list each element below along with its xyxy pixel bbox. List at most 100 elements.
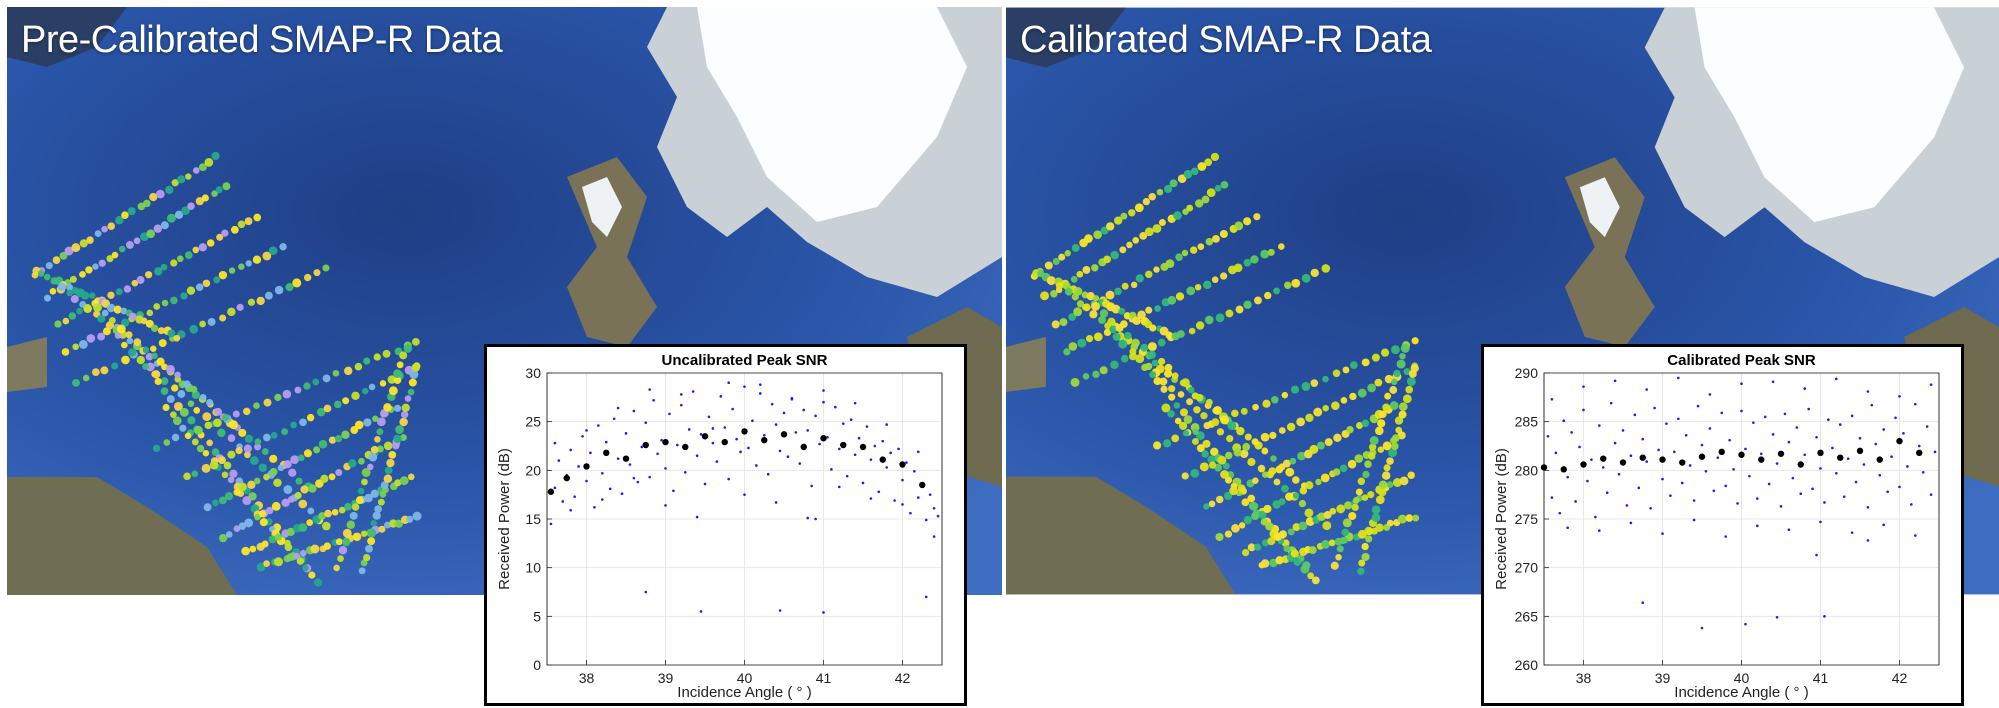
scatter-point [1657, 448, 1660, 452]
scatter-point [593, 506, 596, 509]
scatter-point [814, 414, 817, 418]
scatter-point [719, 395, 723, 398]
y-axis-label: Received Power (dB) [496, 448, 513, 590]
scatter-point [932, 535, 936, 538]
scatter-point [1878, 473, 1882, 477]
mean-point [662, 438, 669, 446]
scatter-point [778, 449, 782, 453]
scatter-point [826, 435, 829, 439]
scatter-point [822, 389, 825, 392]
scatter-point [873, 444, 877, 448]
scatter-chart-calibrated: Calibrated Peak SNR 38 39 40 41 42 260 265 270 27… [1493, 352, 1940, 701]
scatter-point [857, 436, 861, 440]
scatter-point [893, 499, 896, 502]
scatter-point [652, 398, 655, 402]
scatter-point [818, 442, 821, 446]
scatter-point [1886, 490, 1889, 494]
scatter-point [1783, 412, 1787, 416]
scatter-point [759, 392, 762, 395]
mean-point [780, 431, 788, 438]
scatter-point [1554, 451, 1558, 455]
scatter-point [648, 475, 651, 479]
scatter-point [553, 441, 557, 445]
scatter-point [1641, 601, 1645, 605]
y-axis-label: Received Power (dB) [1493, 448, 1510, 590]
scatter-point [932, 506, 936, 510]
scatter-point [751, 419, 754, 422]
scatter-point [1906, 465, 1909, 468]
mean-point [547, 488, 555, 495]
scatter-point [1866, 390, 1870, 393]
scatter-point [699, 610, 703, 613]
scatter-point [1787, 440, 1791, 444]
scatter-point [1866, 539, 1870, 542]
scatter-point [1582, 408, 1585, 412]
scatter-point [1550, 397, 1554, 401]
scatter-point [1929, 493, 1933, 496]
scatter-point [1558, 511, 1562, 515]
scatter-point [1795, 426, 1799, 429]
mean-point [1837, 454, 1844, 461]
scatter-point [1763, 415, 1767, 419]
scatter-point [1819, 467, 1822, 470]
scatter-point [869, 497, 873, 500]
scatter-point [917, 496, 920, 499]
scatter-point [853, 453, 857, 457]
scatter-point [1787, 528, 1791, 532]
scatter-point [1716, 456, 1720, 459]
scatter-point [1566, 526, 1569, 530]
scatter-point [577, 465, 580, 468]
mean-point [1797, 461, 1804, 468]
scatter-point [1708, 393, 1712, 396]
scatter-point [901, 478, 904, 482]
scatter-point [672, 489, 675, 493]
scatter-point [573, 495, 576, 498]
scatter-point [849, 418, 853, 422]
scatter-point [1680, 481, 1684, 485]
mean-point [563, 474, 570, 482]
scatter-point [632, 409, 636, 413]
scatter-point [739, 450, 742, 454]
scatter-point [1858, 436, 1862, 440]
scatter-point [553, 486, 557, 490]
scatter-point [1692, 499, 1696, 502]
scatter-point [1882, 523, 1885, 527]
scatter-point [1775, 616, 1779, 619]
scatter-point [1645, 388, 1648, 391]
scatter-point [1933, 450, 1937, 454]
scatter-point [1661, 532, 1664, 535]
scatter-point [917, 450, 920, 454]
scatter-point [1838, 423, 1842, 426]
scatter-point [1744, 447, 1747, 451]
y-tick-label: 5 [533, 608, 541, 624]
y-tick-label: 285 [1515, 414, 1539, 430]
mean-point [603, 449, 610, 457]
scatter-point [909, 511, 912, 515]
mean-point [1817, 449, 1824, 457]
mean-point [1600, 455, 1607, 462]
scatter-point [1692, 518, 1696, 522]
scatter-point [881, 439, 885, 443]
y-tick-label: 25 [525, 414, 541, 430]
scatter-point [755, 464, 758, 467]
scatter-point [802, 408, 806, 412]
scatter-point [782, 411, 786, 415]
scatter-point [1696, 404, 1700, 408]
scatter-point [1677, 417, 1680, 421]
scatter-point [822, 611, 825, 614]
y-tick-label: 0 [533, 657, 541, 673]
scatter-point [762, 433, 766, 437]
scatter-point [798, 462, 802, 465]
scatter-point [1594, 515, 1597, 519]
satellite-tracks-right [1030, 152, 1420, 585]
mean-point [761, 436, 768, 444]
scatter-point [1914, 402, 1917, 406]
scatter-point [1550, 496, 1554, 499]
mean-point [1738, 451, 1745, 458]
x-axis-label: Incidence Angle ( ° ) [1674, 684, 1808, 701]
scatter-point [707, 415, 711, 419]
scatter-point [1898, 485, 1901, 489]
scatter-point [1700, 626, 1704, 630]
scatter-point [1598, 529, 1601, 532]
scatter-point [731, 407, 734, 411]
